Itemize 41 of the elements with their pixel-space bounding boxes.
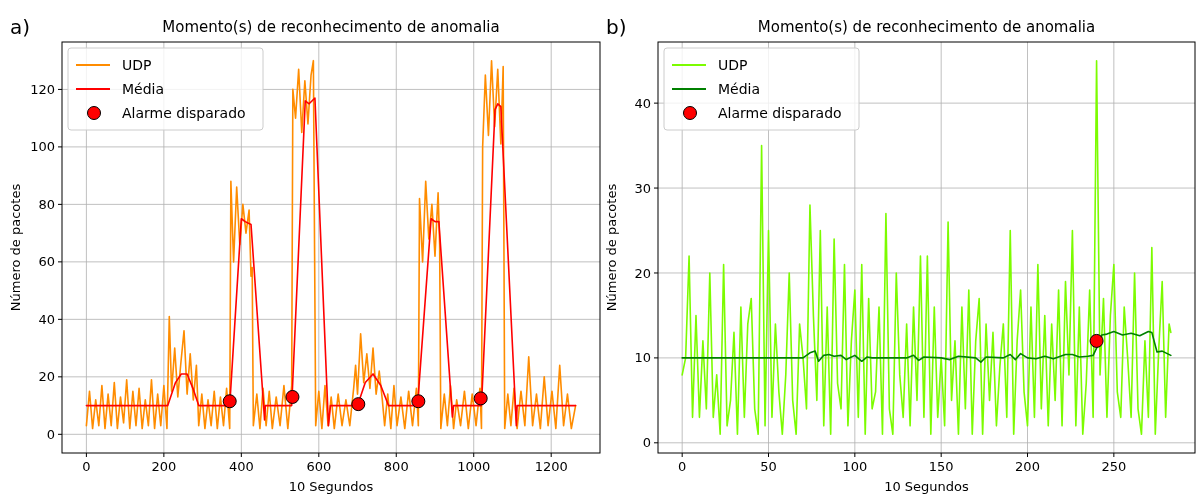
x-tick-label: 100 [842, 459, 868, 474]
line-series [681, 330, 1172, 363]
text: b) [606, 15, 627, 39]
y-axis-title: Número de pacotes [8, 183, 23, 312]
legend-label: Média [122, 80, 165, 97]
x-tick-label: 200 [1015, 459, 1040, 474]
y-tick-label: 20 [634, 265, 651, 281]
y-tick-label: 0 [642, 435, 651, 451]
x-tick-label: 800 [383, 459, 409, 474]
y-axis-title: Número de pacotes [604, 183, 619, 312]
x-tick-label: 250 [1101, 459, 1127, 474]
y-tick-label: 30 [634, 180, 651, 196]
y-tick-label: 0 [46, 426, 55, 442]
x-tick-label: 0 [82, 459, 91, 474]
line-series [681, 59, 1172, 436]
x-tick-label: 1000 [457, 459, 491, 474]
y-tick-label: 60 [38, 254, 55, 270]
chart-title: Momento(s) de reconhecimento de anomalia [162, 18, 500, 36]
y-tick-label: 20 [38, 369, 55, 385]
y-tick-label: 40 [634, 95, 651, 111]
y-tick-label: 10 [634, 350, 651, 366]
x-axis-title: 10 Segundos [288, 479, 374, 494]
y-tick-label: 100 [30, 139, 55, 155]
x-tick-label: 200 [151, 459, 177, 474]
legend-label: Média [718, 80, 761, 97]
x-tick-label: 1200 [534, 459, 568, 474]
x-tick-label: 0 [678, 459, 687, 474]
y-tick-label: 40 [38, 311, 55, 327]
legend-label: Alarme disparado [122, 104, 246, 121]
x-axis-title: 10 Segundos [884, 479, 970, 494]
x-tick-label: 400 [228, 459, 254, 474]
chart-title: Momento(s) de reconhecimento de anomalia [757, 18, 1096, 36]
y-tick-label: 120 [30, 81, 55, 97]
x-tick-label: 150 [928, 459, 954, 474]
legend-label: UDP [122, 56, 152, 73]
legend-label: Alarme disparado [718, 104, 842, 121]
y-tick-label: 80 [38, 196, 55, 212]
x-tick-label: 600 [306, 459, 332, 474]
text: a) [10, 15, 31, 39]
legend-label: UDP [718, 56, 748, 73]
x-tick-label: 50 [760, 459, 777, 474]
